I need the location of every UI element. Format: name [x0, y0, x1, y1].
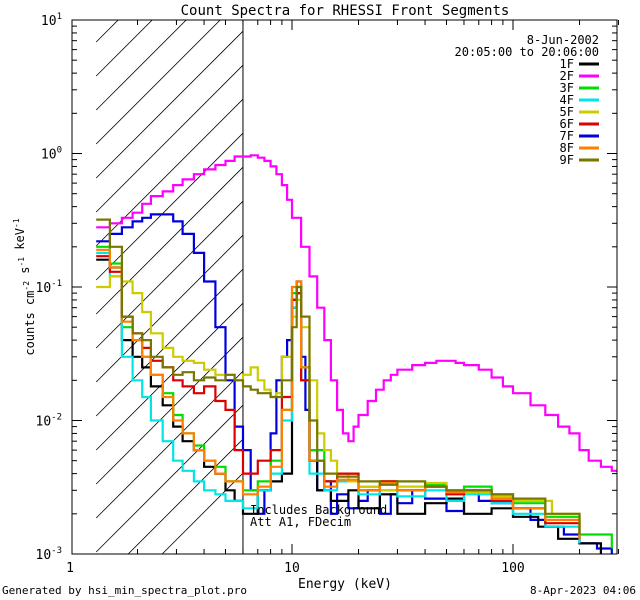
hatch-line — [95, 268, 244, 417]
hatch-line — [95, 20, 153, 77]
y-tick-label: 101 — [41, 12, 62, 29]
hatch-line — [95, 370, 244, 519]
footer-date-stamp: 8-Apr-2023 04:06 — [530, 584, 636, 597]
y-tick-label: 10-3 — [36, 546, 63, 563]
x-tick-label-100: 100 — [501, 561, 524, 576]
y-tick-label: 100 — [41, 146, 62, 163]
legend-label-5F: 5F — [560, 105, 574, 119]
series-2F — [96, 154, 617, 472]
y-tick-label: 10-2 — [36, 413, 63, 430]
x-axis-label: Energy (keV) — [298, 577, 392, 592]
axis-ticks — [72, 19, 619, 555]
hatch-line — [127, 438, 244, 554]
hatch-line — [95, 166, 244, 315]
y-axis-label: counts cm-2 s-1 keV-1 — [12, 218, 37, 356]
hatch-line — [95, 336, 244, 485]
legend-label-3F: 3F — [560, 81, 574, 95]
legend-time-range: 20:05:00 to 20:06:00 — [455, 45, 600, 59]
hatch-line — [95, 20, 187, 111]
x-tick-label-10: 10 — [284, 561, 300, 576]
legend-label-6F: 6F — [560, 117, 574, 131]
legend-label-4F: 4F — [560, 93, 574, 107]
y-tick-label: 10-1 — [36, 279, 63, 296]
x-tick-label-1: 1 — [66, 561, 74, 576]
legend-date: 8-Jun-2002 — [527, 33, 599, 47]
series-group — [96, 154, 617, 554]
legend-label-9F: 9F — [560, 153, 574, 167]
hatch-line — [95, 234, 244, 383]
hatch-line — [95, 98, 244, 247]
legend-label-1F: 1F — [560, 57, 574, 71]
svg-text:counts cm-2 s-1 keV-1: counts cm-2 s-1 keV-1 — [12, 218, 37, 356]
series-7F — [96, 213, 613, 554]
series-9F — [96, 218, 581, 535]
hatch-line — [95, 20, 221, 145]
hatch-line — [95, 404, 244, 553]
footer-generated-by: Generated by hsi_min_spectra_plot.pro — [2, 584, 247, 597]
hatch-line — [161, 472, 244, 554]
hatch-line — [95, 200, 244, 349]
legend-label-2F: 2F — [560, 69, 574, 83]
legend-label-8F: 8F — [560, 141, 574, 155]
excluded-energy-hatch — [95, 20, 244, 554]
chart-title: Count Spectra for RHESSI Front Segments — [181, 3, 510, 19]
legend-label-7F: 7F — [560, 129, 574, 143]
annotation-background: Includes Background — [250, 503, 387, 517]
hatch-line — [95, 30, 244, 179]
hatch-line — [95, 64, 244, 213]
hatch-line — [95, 132, 244, 281]
y-tick-labels: 10-3 10-2 10-1 100 101 — [36, 12, 63, 563]
annotation-attenuator: Att A1, FDecim — [250, 515, 351, 529]
